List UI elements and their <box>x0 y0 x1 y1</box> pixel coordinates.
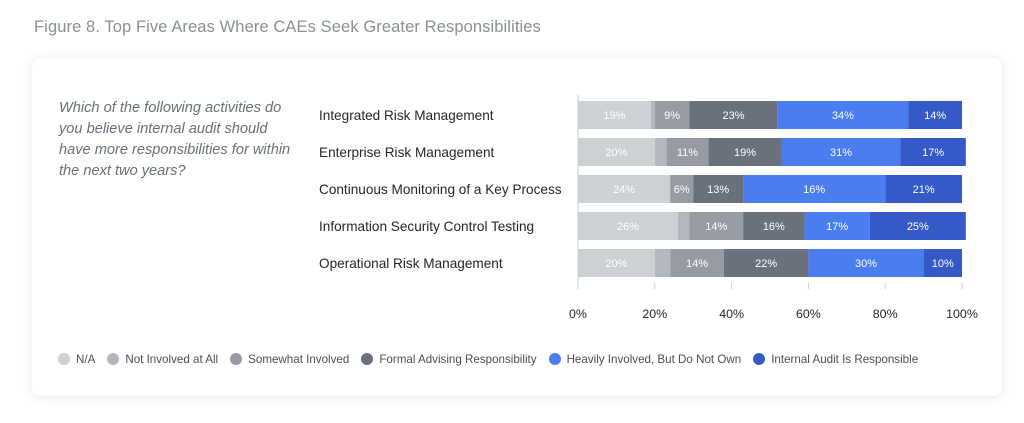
bar-segment <box>900 138 966 166</box>
bar-segment <box>689 101 778 129</box>
legend-swatch <box>230 353 243 365</box>
bars: 19% 9% 23% 34% 14% 20% 11% 19% 31% 17% 24% 6% 13% 16%… <box>578 101 966 277</box>
legend-swatch <box>548 353 561 365</box>
bar-segment <box>578 138 655 166</box>
bar-segment <box>578 249 655 277</box>
data-label: 19% <box>603 110 625 122</box>
bar-segment <box>670 249 724 277</box>
category-label: Operational Risk Management <box>319 256 503 271</box>
bar-segment <box>723 249 809 277</box>
data-label: 34% <box>832 110 854 122</box>
data-label: 9% <box>664 110 680 122</box>
data-label: 13% <box>707 184 729 196</box>
data-label: 16% <box>803 184 825 196</box>
legend-label: N/A <box>76 352 96 366</box>
legend: N/A Not Involved at All Somewhat Involved F… <box>58 350 930 368</box>
legend-swatch <box>107 353 120 365</box>
tick-label: 100% <box>946 307 978 321</box>
bar-segment <box>654 249 671 277</box>
tick-label: 60% <box>796 307 821 321</box>
legend-label: Not Involved at All <box>125 352 219 366</box>
bar-segment <box>666 138 709 166</box>
data-label: 30% <box>855 258 877 270</box>
bar-segment <box>689 212 744 240</box>
data-label: 10% <box>932 258 954 270</box>
bar-segment <box>650 101 655 129</box>
data-label: 17% <box>922 147 944 159</box>
legend-label: Internal Audit Is Responsible <box>771 352 919 366</box>
legend-label: Heavily Involved, But Do Not Own <box>566 352 742 366</box>
data-label: 24% <box>613 184 635 196</box>
bar-segment <box>578 101 651 129</box>
bar-segment <box>693 175 744 203</box>
data-label: 25% <box>907 221 929 233</box>
bar-segment <box>670 175 694 203</box>
x-axis: 0% 20% 40% 60% 80% 100% <box>569 95 978 321</box>
data-label: 31% <box>830 147 852 159</box>
bar-segment <box>908 101 962 129</box>
category-labels: Integrated Risk Management Enterprise Ris… <box>319 108 562 271</box>
legend-swatch <box>58 353 70 365</box>
bar-segment <box>743 175 886 203</box>
legend-item: Somewhat Involved <box>230 353 349 366</box>
bar-segment <box>804 212 870 240</box>
data-label: 20% <box>605 147 627 159</box>
category-label: Continuous Monitoring of a Key Process <box>319 182 562 197</box>
legend-swatch <box>361 353 374 365</box>
data-label: 26% <box>617 221 639 233</box>
bar-segment <box>654 138 667 166</box>
bar-segment <box>708 138 782 166</box>
data-label: 14% <box>924 110 946 122</box>
data-label: 14% <box>686 258 708 270</box>
bar-segment <box>743 212 805 240</box>
legend-swatch <box>753 353 766 365</box>
bar-segment <box>781 138 901 166</box>
data-label: 14% <box>705 221 727 233</box>
category-label: Information Security Control Testing <box>319 219 534 234</box>
data-label: 21% <box>913 184 935 196</box>
data-label: 19% <box>734 147 756 159</box>
tick-label: 40% <box>719 307 744 321</box>
legend-item: Formal Advising Responsibility <box>361 352 537 366</box>
bar-segment <box>578 212 678 240</box>
legend-item: Internal Audit Is Responsible <box>753 353 918 366</box>
tick-label: 0% <box>569 307 587 321</box>
figure-title: Figure 8. Top Five Areas Where CAEs Seek… <box>34 18 541 36</box>
bar-segment <box>885 175 962 203</box>
legend-item: Heavily Involved, But Do Not Own <box>548 352 742 366</box>
data-label: 16% <box>763 221 785 233</box>
data-label: 23% <box>723 110 745 122</box>
tick-label: 80% <box>873 307 898 321</box>
bar-segment <box>923 249 962 277</box>
data-label: 20% <box>605 258 627 270</box>
bar-segment <box>777 101 909 129</box>
bar-segment <box>677 212 690 240</box>
bar-segment <box>654 101 690 129</box>
category-label: Integrated Risk Management <box>319 108 494 123</box>
data-label: 17% <box>826 221 848 233</box>
data-label: 11% <box>677 147 698 159</box>
legend-label: Formal Advising Responsibility <box>379 352 537 366</box>
legend-label: Somewhat Involved <box>248 352 350 366</box>
bar-segment <box>578 175 671 203</box>
bar-segment <box>808 249 924 277</box>
data-label: 22% <box>755 258 777 270</box>
bar-segment <box>869 212 966 240</box>
tick-label: 20% <box>642 307 667 321</box>
survey-question: Which of the following activities do you… <box>59 100 291 179</box>
legend-item: Not Involved at All <box>107 353 218 366</box>
category-label: Enterprise Risk Management <box>319 145 495 160</box>
legend-item: N/A <box>58 353 95 366</box>
data-label: 6% <box>674 184 690 196</box>
